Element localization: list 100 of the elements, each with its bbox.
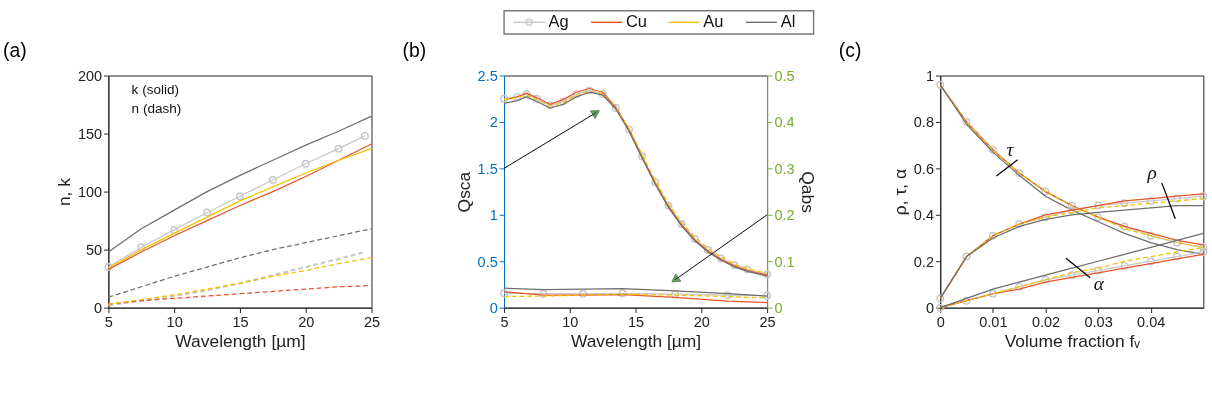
legend-label: Al — [780, 12, 796, 31]
x-tick-label: 0.03 — [1084, 313, 1113, 330]
point — [988, 289, 997, 298]
y-tick-label: 2 — [489, 114, 498, 131]
annotation: α — [1093, 273, 1105, 295]
point — [1146, 231, 1155, 240]
annotation: k (solid) — [131, 81, 179, 97]
y2-tick-label: 0.1 — [774, 253, 795, 270]
y-tick-label: 0.4 — [913, 207, 934, 224]
y2-tick-label: 0.2 — [774, 207, 795, 224]
point — [334, 144, 343, 153]
point — [1015, 282, 1024, 291]
point — [703, 246, 712, 255]
point — [1015, 220, 1024, 229]
y2-tick-label: 0.4 — [774, 114, 795, 131]
y-axis-title: n, k — [54, 177, 75, 207]
line-series — [107, 257, 373, 305]
point — [677, 220, 686, 229]
y-tick-label: 0.6 — [913, 160, 934, 177]
line-series — [503, 291, 768, 304]
y-tick-label: 150 — [77, 125, 103, 142]
x-tick-label: 0.02 — [1031, 313, 1061, 330]
point — [1041, 213, 1050, 222]
point — [1094, 213, 1103, 222]
point — [137, 243, 146, 252]
x-axis-title: Wavelength [µm] — [175, 330, 306, 351]
point — [546, 101, 555, 110]
x-tick-label: 25 — [363, 313, 381, 330]
point — [1146, 196, 1155, 205]
point — [625, 125, 633, 134]
point — [203, 208, 212, 217]
y2-tick-label: 0.3 — [774, 160, 795, 177]
y-tick-label: 100 — [77, 183, 103, 200]
x-tick-label: 15 — [627, 313, 645, 330]
y-tick-label: 2.5 — [477, 67, 498, 84]
point — [717, 254, 726, 263]
y-tick-label: 0 — [925, 299, 934, 316]
point — [962, 117, 971, 126]
point — [585, 86, 594, 95]
point — [743, 265, 752, 274]
x-tick-label: 10 — [562, 313, 579, 330]
point — [1146, 257, 1155, 266]
point — [664, 201, 673, 210]
chart-title: (c) — [838, 39, 862, 62]
point — [690, 234, 699, 243]
point — [1041, 187, 1050, 196]
annotation: n (dash) — [131, 101, 182, 117]
point — [301, 159, 310, 168]
x-tick-label: 10 — [166, 313, 183, 330]
point — [988, 231, 997, 240]
point — [532, 94, 541, 103]
point — [1067, 206, 1076, 215]
point — [235, 192, 244, 201]
legend-label: Ag — [548, 12, 569, 31]
point — [1094, 266, 1103, 275]
x-tick-label: 5 — [500, 313, 509, 330]
legend-label: Cu — [625, 12, 647, 31]
x-tick-label: 25 — [759, 313, 776, 330]
point — [1120, 261, 1129, 270]
y-tick-label: 0.5 — [477, 253, 498, 270]
point — [170, 225, 179, 234]
point — [1120, 199, 1129, 208]
point — [1041, 275, 1050, 284]
y-tick-label: 0 — [94, 299, 103, 316]
x-tick-label: 20 — [298, 313, 315, 330]
y-tick-label: 200 — [77, 67, 103, 84]
point — [268, 176, 277, 184]
y-tick-label: 0.2 — [913, 253, 934, 270]
x-tick-label: 0.01 — [979, 313, 1008, 330]
point — [962, 252, 971, 261]
chart-title: (a) — [2, 39, 27, 62]
point — [572, 90, 581, 99]
y-axis-title: ρ, τ, α — [890, 168, 911, 216]
point — [611, 104, 620, 112]
y2-axis-title: Qabs — [798, 171, 819, 214]
y-tick-label: 1 — [925, 67, 934, 84]
x-axis-title: Wavelength [µm] — [570, 330, 702, 351]
x-tick-label: 15 — [232, 313, 249, 330]
point — [1067, 271, 1076, 280]
y-tick-label: 50 — [85, 241, 103, 258]
point — [598, 90, 607, 99]
x-axis-title: Volume fraction fᵥ — [1004, 330, 1141, 351]
point — [1120, 222, 1129, 231]
chart-title: (b) — [402, 39, 427, 62]
point — [1173, 238, 1182, 247]
point — [559, 97, 568, 106]
point — [962, 296, 971, 305]
x-tick-label: 20 — [693, 313, 710, 330]
x-tick-label: 0 — [936, 313, 945, 330]
legend-label: Au — [703, 12, 724, 31]
point — [1173, 252, 1182, 261]
x-tick-label: 5 — [104, 313, 113, 330]
point — [1067, 201, 1076, 210]
point — [522, 90, 531, 99]
x-tick-label: 0.04 — [1137, 313, 1166, 330]
line-series — [503, 287, 768, 297]
annotation: ρ — [1146, 162, 1157, 184]
y-tick-label: 0.8 — [913, 114, 934, 131]
line-series — [107, 250, 366, 307]
y-tick-label: 1.5 — [477, 160, 498, 177]
